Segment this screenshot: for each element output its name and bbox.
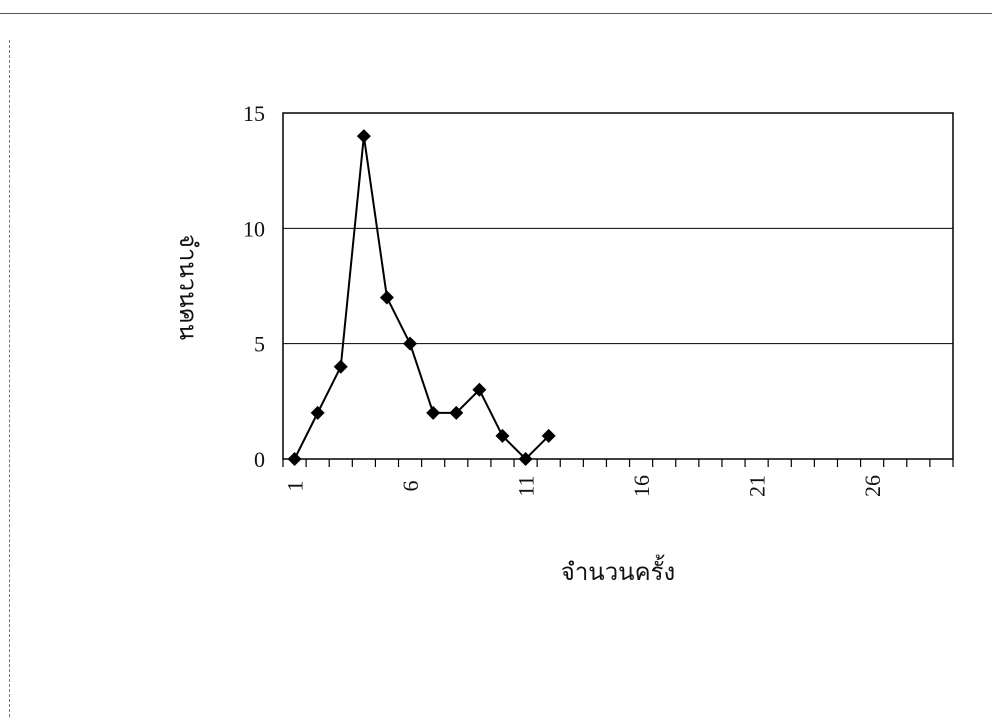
plot-area	[282, 112, 954, 460]
x-tick-label: 21	[745, 475, 770, 497]
data-point	[333, 359, 348, 374]
data-point	[356, 129, 371, 144]
data-point	[426, 405, 441, 420]
x-tick-label: 26	[860, 475, 885, 497]
y-tick-labels: 0 5 10 15	[243, 101, 265, 472]
data-point	[541, 428, 556, 443]
data-point	[472, 382, 487, 397]
y-tick-label: 15	[243, 101, 265, 126]
series-line	[293, 135, 550, 461]
x-tick-labels: 1 6 11 16 21 26	[283, 475, 886, 497]
data-point	[287, 452, 302, 466]
x-tick-label: 6	[398, 481, 423, 492]
y-axis-title: จำนวนคน	[174, 234, 202, 340]
page-top-border	[0, 13, 992, 14]
data-point	[310, 405, 325, 420]
x-tick-label: 16	[629, 475, 654, 497]
data-markers	[287, 129, 556, 466]
data-point	[379, 290, 394, 305]
y-tick-label: 10	[243, 216, 265, 241]
y-tick-label: 5	[254, 332, 265, 357]
x-tick-label: 1	[283, 481, 308, 492]
page-left-border	[9, 40, 10, 717]
x-axis-ticks	[282, 459, 954, 467]
x-tick-label: 11	[514, 475, 539, 496]
y-tick-label: 0	[254, 447, 265, 472]
data-point	[449, 405, 464, 420]
data-point	[518, 452, 533, 466]
data-point	[495, 428, 510, 443]
x-axis-title: จำนวนครั้ง	[561, 554, 676, 586]
gridlines	[283, 227, 953, 345]
data-point	[403, 336, 418, 351]
